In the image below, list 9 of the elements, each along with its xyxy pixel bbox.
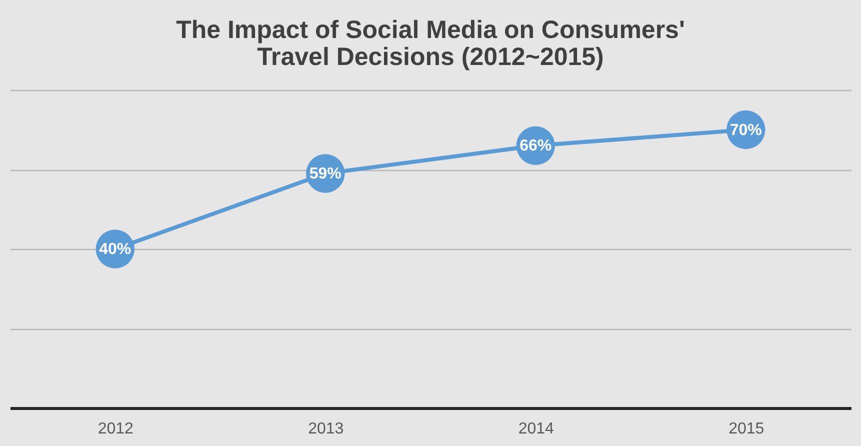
data-label: 66% [520,138,552,155]
data-label: 40% [99,241,132,258]
data-label: 70% [730,122,762,139]
x-tick-label: 2012 [98,420,134,438]
data-label: 59% [309,165,342,182]
chart-title: The Impact of Social Media on Consumers' Travel Decisions (2012~2015) [176,16,685,71]
x-tick-label: 2013 [308,420,344,438]
x-tick-label: 2014 [518,420,554,438]
x-tick-label: 2015 [728,420,764,438]
